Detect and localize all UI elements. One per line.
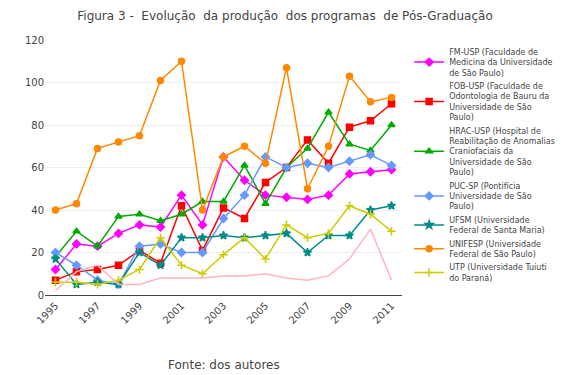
svg-text:0: 0: [38, 290, 44, 301]
svg-text:20: 20: [31, 247, 44, 258]
svg-text:80: 80: [31, 120, 44, 131]
svg-text:FM-USP (Faculdade deMedicina d: FM-USP (Faculdade deMedicina da Universi…: [449, 48, 552, 78]
svg-text:60: 60: [31, 162, 44, 173]
svg-text:UFSM (UniversidadeFederal de S: UFSM (UniversidadeFederal de Santa Maria…: [449, 216, 545, 235]
svg-text:2009: 2009: [329, 300, 355, 326]
svg-text:2007: 2007: [287, 300, 313, 326]
svg-text:UNIFESP (UniversidadeFederal d: UNIFESP (UniversidadeFederal de São Paul…: [449, 240, 541, 259]
svg-text:Figura 3 - Evolução da produ: Figura 3 - Evolução da produção dos prog…: [77, 9, 492, 23]
svg-text:HRAC-USP (Hospital deReabilita: HRAC-USP (Hospital deReabilitação de Ano…: [449, 127, 555, 178]
svg-text:40: 40: [31, 205, 44, 216]
svg-text:2003: 2003: [203, 300, 229, 326]
svg-text:120: 120: [25, 35, 44, 46]
svg-text:PUC-SP (PontifíciaUniversidade: PUC-SP (PontifíciaUniversidade de SãoPau…: [449, 182, 532, 212]
svg-text:FOB-USP (Faculdade deOdontolog: FOB-USP (Faculdade deOdontologia de Baur…: [449, 82, 549, 122]
svg-text:1997: 1997: [77, 300, 103, 326]
svg-text:2005: 2005: [245, 300, 271, 326]
svg-text:2011: 2011: [371, 300, 397, 326]
svg-text:1995: 1995: [35, 300, 61, 326]
svg-text:UTP (Universidade Tuiutido Par: UTP (Universidade Tuiutido Paraná): [449, 263, 547, 282]
svg-text:1999: 1999: [119, 300, 145, 326]
svg-text:100: 100: [25, 77, 44, 88]
svg-text:Fonte: dos autores: Fonte: dos autores: [168, 358, 280, 372]
svg-text:2001: 2001: [161, 300, 187, 326]
